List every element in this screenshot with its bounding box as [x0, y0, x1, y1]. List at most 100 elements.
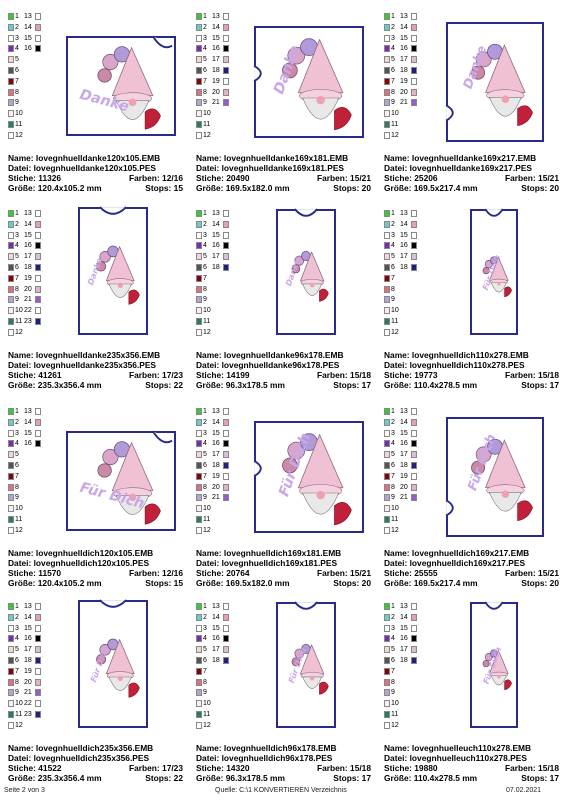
swatch-box: [196, 34, 202, 42]
swatch-row: 6 18: [384, 263, 417, 274]
swatch-box: [384, 646, 390, 654]
swatch-number: 19: [400, 77, 408, 85]
swatch-number: 2: [15, 418, 19, 426]
color-swatch-list: 1 13 2 14 3 15 4 16 5 17 6 18 7 19 8 20 9 21 10 22 11 23 12: [8, 602, 41, 732]
swatch-number: 10: [391, 700, 399, 708]
swatch-number: 17: [400, 253, 408, 261]
swatch-number: 11: [203, 515, 211, 523]
swatch-number: 12: [15, 328, 23, 336]
swatch-row: 3 15: [384, 34, 417, 45]
swatch-number: 5: [203, 646, 207, 654]
swatch-box: [8, 429, 14, 437]
swatch-number: 16: [212, 45, 220, 53]
swatch-number: 13: [24, 408, 32, 415]
swatch-box: [196, 440, 202, 448]
heart-balloons-icon: [482, 256, 498, 275]
swatch-box: [35, 678, 41, 686]
swatch-number: 16: [212, 242, 220, 250]
file-row: Datei: lovegnhuelldich110x278.PES: [384, 360, 559, 370]
swatch-box: [196, 56, 202, 64]
swatch-number: 1: [203, 603, 207, 610]
swatch-box: [8, 635, 14, 643]
swatch-box: [196, 317, 202, 325]
swatch-number: 13: [24, 210, 32, 217]
swatch-box: [35, 296, 41, 304]
swatch-box: [35, 210, 41, 217]
swatch-number: 16: [24, 242, 32, 250]
swatch-row: 11: [196, 120, 228, 131]
swatch-box: [196, 505, 202, 513]
swatch-number: 16: [400, 242, 408, 250]
swatch-box: [384, 88, 390, 96]
swatch-box: [196, 263, 202, 271]
swatch-box: [411, 56, 417, 64]
swatch-row: 10 22: [8, 306, 41, 317]
swatch-row: 12: [8, 131, 40, 142]
swatch-number: 8: [15, 678, 19, 686]
design-file: Datei: lovegnhuelldanke235x356.PES: [8, 360, 157, 370]
swatch-row: 1 13: [196, 602, 229, 613]
swatch-row: 10: [384, 699, 416, 710]
swatch-row: 4 16: [384, 634, 417, 645]
swatch-row: 5 17: [196, 450, 229, 461]
swatch-box: [384, 120, 390, 128]
swatch-box: [35, 220, 41, 228]
swatch-row: 11: [384, 317, 416, 328]
swatch-box: [411, 13, 417, 20]
design-card: 1 13 2 14 3 15 4 16 5 17 6 18 7 8 9 10 11 12 Danke Name: …: [192, 205, 372, 395]
swatch-number: 15: [400, 429, 408, 437]
swatch-box: [35, 307, 41, 315]
name-row: Name: lovegnhuelldich96x178.EMB: [196, 743, 371, 753]
swatch-number: 7: [391, 274, 395, 282]
design-name: Name: lovegnhuelldich169x217.EMB: [384, 548, 530, 558]
swatch-box: [8, 13, 14, 20]
design-file: Datei: lovegnhuelldich110x278.PES: [384, 360, 525, 370]
design-card: 1 13 2 14 3 15 4 16 5 6 7 8 9 10 11 12 Für Dich Name: l…: [4, 403, 184, 593]
swatch-box: [223, 99, 229, 107]
swatch-row: 2 14: [8, 613, 41, 624]
swatch-box: [411, 45, 417, 53]
swatch-box: [196, 613, 202, 621]
swatch-box: [384, 242, 390, 250]
source-path: Quelle: C:\1 KONVERTIEREN Verzeichnis: [215, 787, 347, 794]
swatch-box: [196, 646, 202, 654]
swatch-row: 12: [8, 328, 40, 339]
stop-count: Stops: 17: [521, 773, 559, 783]
swatch-box: [35, 285, 41, 293]
swatch-number: 6: [203, 461, 207, 469]
swatch-number: 15: [212, 34, 220, 42]
swatch-box: [384, 263, 390, 271]
swatch-box: [35, 440, 41, 448]
stitches-row: Stiche: 25206 Farben: 15/21: [384, 173, 559, 183]
swatch-box: [8, 88, 14, 96]
swatch-number: 13: [212, 408, 220, 415]
swatch-row: 4 16: [196, 44, 229, 55]
swatch-number: 7: [203, 472, 207, 480]
swatch-box: [8, 23, 14, 31]
file-row: Datei: lovegnhuelldanke235x356.PES: [8, 360, 183, 370]
swatch-box: [384, 45, 390, 53]
swatch-number: 14: [24, 418, 32, 426]
color-count: Farben: 15/18: [505, 370, 559, 380]
swatch-number: 7: [203, 274, 207, 282]
swatch-box: [223, 45, 229, 53]
swatch-number: 11: [15, 120, 23, 128]
swatch-box: [8, 418, 14, 426]
swatch-box: [223, 472, 229, 480]
swatch-box: [196, 710, 202, 718]
heart-balloons-icon: [96, 245, 119, 272]
swatch-number: 14: [212, 613, 220, 621]
swatch-row: 11: [8, 515, 40, 526]
swatch-number: 4: [203, 45, 207, 53]
swatch-row: 3 15: [384, 429, 417, 440]
swatch-row: 4 16: [8, 634, 41, 645]
gnome-icon: [105, 638, 140, 698]
swatch-box: [223, 77, 229, 85]
swatch-box: [411, 231, 417, 239]
swatch-box: [384, 56, 390, 64]
swatch-number: 9: [391, 99, 395, 107]
design-file: Datei: lovegnhuelldanke169x217.PES: [384, 163, 533, 173]
swatch-box: [8, 110, 14, 118]
design-name: Name: lovegnhuelldanke169x217.EMB: [384, 153, 537, 163]
swatch-number: 2: [203, 220, 207, 228]
